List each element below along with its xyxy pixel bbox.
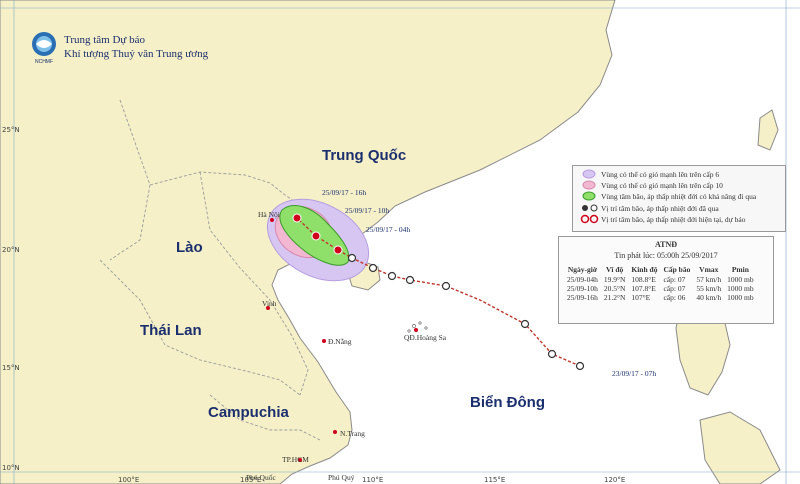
cell: 107°E [631, 293, 651, 302]
cell: 25/09-16h [567, 293, 598, 302]
info-table-header: Ngày-giờ Vĩ độ Kinh độ Cấp bão Vmax Pmin [564, 265, 757, 275]
col-header: Cấp bão [663, 265, 691, 274]
info-issued: Tin phát lúc: 05:00h 25/09/2017 [614, 251, 718, 260]
track-annotations: 25/09/17 - 16h 25/09/17 - 10h 25/09/17 -… [322, 188, 656, 378]
cell: 55 km/h [696, 284, 722, 293]
col-header: Ngày-giờ [567, 265, 597, 274]
svg-text:20°N: 20°N [2, 246, 20, 254]
svg-text:TP.HCM: TP.HCM [282, 455, 309, 464]
past-positions [347, 253, 585, 371]
legend-item: Vùng có thể có gió mạnh lên trên cấp 10 [601, 181, 723, 190]
svg-text:Phú Quý: Phú Quý [328, 473, 355, 482]
info-title: ATNĐ [654, 240, 678, 249]
svg-text:120°E: 120°E [604, 476, 625, 484]
cell: 40 km/h [696, 293, 722, 302]
cell: 57 km/h [696, 275, 722, 284]
agency-name-line2: Khí tượng Thuỷ văn Trung ương [64, 48, 209, 60]
svg-text:N.Trang: N.Trang [340, 429, 365, 438]
svg-text:QĐ.Hoàng Sa: QĐ.Hoàng Sa [404, 333, 447, 342]
agency-name-line1: Trung tâm Dự báo [64, 34, 146, 46]
svg-text:110°E: 110°E [362, 476, 383, 484]
land-philippines-south [699, 411, 781, 484]
cell: 108.8°E [631, 275, 656, 284]
cell: 1000 mb [727, 275, 754, 284]
info-table: Ngày-giờ Vĩ độ Kinh độ Cấp bão Vmax Pmin… [564, 265, 757, 302]
cell: 25/09-04h [567, 275, 598, 284]
lat-labels: 25°N 20°N 15°N 10°N [2, 126, 20, 472]
legend-item: Vùng có thể có gió mạnh lên trên cấp 6 [601, 170, 720, 179]
svg-text:23/09/17 - 07h: 23/09/17 - 07h [612, 369, 656, 378]
svg-text:Hà Nội: Hà Nội [258, 210, 280, 219]
label-east-sea: Biển Đông [470, 394, 545, 411]
lon-labels: 100°E 105°E 110°E 115°E 120°E [118, 476, 625, 484]
city-markers [266, 218, 418, 462]
col-header: Vmax [699, 265, 719, 274]
legend-item: Vị trí tâm bão, áp thấp nhiệt đới đã qua [601, 204, 719, 213]
cell: 1000 mb [727, 284, 754, 293]
svg-text:Vinh: Vinh [262, 299, 277, 308]
svg-text:NCHMF: NCHMF [35, 59, 53, 65]
country-borders [99, 99, 321, 441]
svg-text:100°E: 100°E [118, 476, 139, 484]
svg-text:10°N: 10°N [2, 464, 20, 472]
cell: 19.9°N [603, 275, 626, 284]
label-laos: Lào [176, 239, 203, 256]
svg-text:25/09/17 - 16h: 25/09/17 - 16h [322, 188, 366, 197]
svg-text:105°E: 105°E [240, 476, 261, 484]
legend-box: Vùng có thể có gió mạnh lên trên cấp 6 V… [572, 165, 786, 232]
col-header: Pmin [731, 265, 749, 274]
cell: cấp: 06 [663, 293, 686, 302]
col-header: Vĩ độ [605, 265, 624, 274]
paracel-islands [407, 321, 428, 333]
label-thailand: Thái Lan [140, 322, 202, 339]
cell: 21.2°N [603, 293, 626, 302]
svg-text:15°N: 15°N [2, 364, 20, 372]
cell: 1000 mb [727, 293, 754, 302]
forecast-positions [292, 213, 343, 255]
table-row: 25/09-16h 21.2°N 107°E cấp: 06 40 km/h 1… [564, 293, 757, 302]
col-header: Kinh độ [631, 265, 658, 274]
agency-logo: NCHMF [32, 32, 56, 65]
legend-symbols [580, 169, 599, 224]
city-names: Hà Nội Vinh Đ.Nẵng QĐ.Hoàng Sa N.Trang T… [246, 210, 447, 482]
svg-text:115°E: 115°E [484, 476, 505, 484]
legend-item: Vị trí tâm bão, áp thấp nhiệt đới hiện t… [601, 215, 746, 224]
svg-text:25/09/17 - 04h: 25/09/17 - 04h [366, 225, 410, 234]
cell: cấp: 07 [663, 275, 686, 284]
legend-item: Vùng tâm bão, áp thấp nhiệt đới có khả n… [601, 192, 757, 201]
cell: 20.5°N [603, 284, 626, 293]
svg-text:25°N: 25°N [2, 126, 20, 134]
region-names: Trung Quốc Lào Thái Lan Campuchia Biển Đ… [140, 147, 545, 421]
table-row: 25/09-10h 20.5°N 107.8°E cấp: 07 55 km/h… [564, 284, 757, 293]
svg-text:25/09/17 - 10h: 25/09/17 - 10h [345, 206, 389, 215]
svg-text:Phú Quốc: Phú Quốc [246, 473, 276, 482]
cell: 25/09-10h [567, 284, 598, 293]
table-row: 25/09-04h 19.9°N 108.8°E cấp: 07 57 km/h… [564, 275, 757, 284]
label-china: Trung Quốc [322, 147, 406, 164]
storm-info-box: ATNĐ Tin phát lúc: 05:00h 25/09/2017 Ngà… [558, 236, 774, 324]
land-taiwan [757, 109, 779, 151]
label-cambodia: Campuchia [208, 404, 290, 421]
cell: 107.8°E [631, 284, 656, 293]
svg-text:Đ.Nẵng: Đ.Nẵng [328, 337, 352, 346]
cell: cấp: 07 [663, 284, 686, 293]
